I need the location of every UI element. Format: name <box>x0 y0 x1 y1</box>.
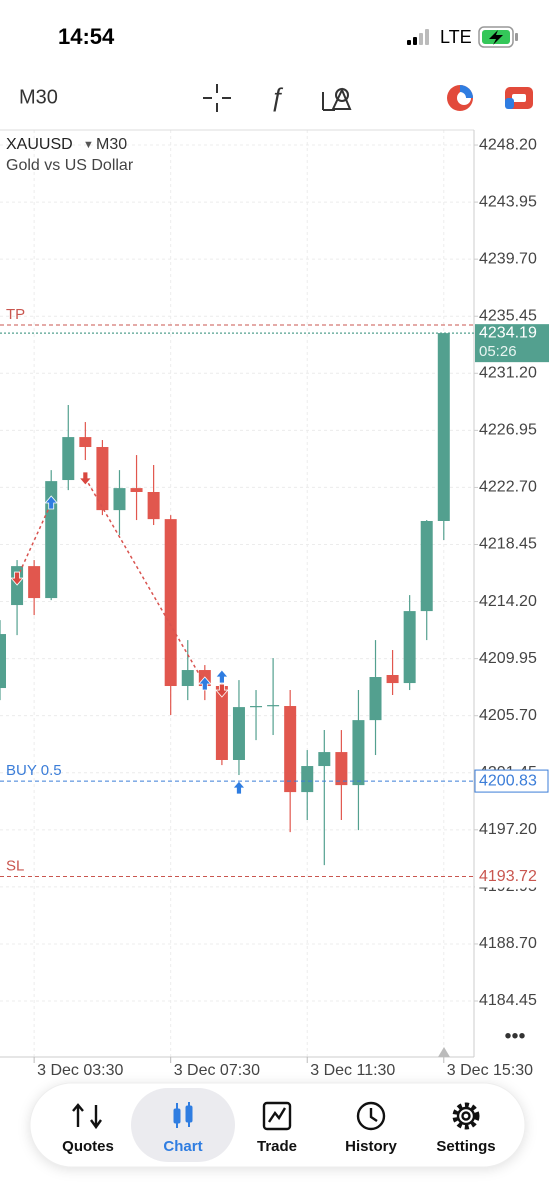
level-label: SL <box>6 858 24 875</box>
y-tick-label: 4222.70 <box>479 479 537 496</box>
bid-price: 4234.19 <box>479 324 537 341</box>
symbol-description: Gold vs US Dollar <box>6 157 134 174</box>
tab-items: Quotes Chart Trade History Settings <box>62 1088 496 1162</box>
tab-icon[interactable] <box>262 1101 292 1131</box>
candle-body <box>0 634 6 689</box>
y-tick-label: 4239.70 <box>479 250 537 267</box>
level-label: BUY 0.5 <box>6 762 62 779</box>
signal-icon <box>407 29 429 45</box>
y-tick-label: 4205.70 <box>479 707 537 724</box>
candle-body <box>352 720 365 786</box>
scroll-end-marker[interactable] <box>438 1047 450 1057</box>
y-tick-label: 4184.45 <box>479 992 537 1009</box>
status-time: 14:54 <box>58 24 115 49</box>
candle-body <box>130 488 143 492</box>
level-price-tag <box>474 769 549 793</box>
bar-countdown: 05:26 <box>479 343 517 360</box>
candle-body <box>250 706 263 708</box>
indicators-button[interactable]: ƒ <box>270 82 284 112</box>
trade-marker <box>232 780 246 795</box>
candle-body <box>232 707 245 760</box>
level-price-tag <box>475 865 548 888</box>
x-tick-label: 3 Dec 07:30 <box>174 1062 260 1079</box>
candle-body <box>335 752 348 786</box>
timeframe-button[interactable]: M30 <box>19 86 58 108</box>
candle-body <box>62 437 75 481</box>
y-tick-label: 4197.20 <box>479 821 537 838</box>
candle-body <box>437 333 450 521</box>
y-tick-label: 4214.20 <box>479 593 537 610</box>
trade-marker <box>78 471 93 486</box>
y-tick-label: 4235.45 <box>479 307 537 324</box>
candle-body <box>96 447 109 511</box>
symbol: XAUUSD <box>6 136 73 153</box>
candle-body <box>113 488 126 511</box>
objects-button[interactable] <box>322 87 352 111</box>
trade-marker <box>197 676 212 691</box>
candle-body <box>420 520 433 612</box>
candle-body <box>369 677 382 721</box>
plot <box>0 333 450 866</box>
candle-body <box>79 437 92 448</box>
tab-icon[interactable] <box>72 1103 102 1130</box>
tab-label[interactable]: Trade <box>257 1138 297 1155</box>
candle-body <box>386 675 399 684</box>
y-tick-label: 4218.45 <box>479 536 537 553</box>
bid-price-tag <box>475 324 549 363</box>
x-tick-label: 3 Dec 15:30 <box>447 1062 533 1079</box>
plot-area <box>0 130 474 1057</box>
level-label: TP <box>6 306 25 323</box>
tab-label[interactable]: Chart <box>163 1138 202 1155</box>
trade-button[interactable] <box>505 87 533 109</box>
trade-marker <box>44 495 59 510</box>
candle-body <box>284 706 297 793</box>
candle-body <box>164 519 177 687</box>
candle-body <box>147 491 160 520</box>
axes: 4248.20 4243.95 4239.70 4235.45 4231.20 4226.… <box>33 136 537 1079</box>
y-tick-label: 4188.70 <box>479 935 537 952</box>
trade-marker <box>10 571 24 586</box>
candle-body <box>403 611 416 684</box>
status-network: LTE <box>440 27 472 47</box>
tab-label[interactable]: Quotes <box>62 1138 114 1155</box>
tab-icon[interactable] <box>452 1102 480 1130</box>
trade-line <box>84 477 206 685</box>
level-price: 4200.83 <box>479 772 537 789</box>
active-tab-highlight <box>131 1088 235 1162</box>
y-tick-label: 4231.20 <box>479 365 537 382</box>
crosshair-button[interactable] <box>203 84 231 112</box>
candle-body <box>301 766 314 793</box>
candle-body <box>318 752 331 767</box>
more-button[interactable]: ••• <box>504 1025 525 1047</box>
candle-body <box>267 705 280 707</box>
tab-label[interactable]: History <box>345 1138 397 1155</box>
tab-icon[interactable] <box>173 1102 193 1128</box>
y-tick-label: 4226.95 <box>479 422 537 439</box>
signals-button[interactable] <box>447 85 473 111</box>
trade-marker <box>215 683 229 698</box>
trade-line <box>16 502 52 579</box>
candle-body <box>215 686 228 760</box>
chart-timeframe: M30 <box>96 136 127 153</box>
x-tick-label: 3 Dec 11:30 <box>310 1062 395 1079</box>
overlay: TP BUY 0.5 4200.83 SL 4193.72 4234.19 05:26 <box>0 306 549 888</box>
symbol-dropdown[interactable]: ▼ <box>83 139 94 151</box>
y-tick-label: 4209.95 <box>479 650 537 667</box>
candle-body <box>181 670 194 687</box>
battery-icon <box>478 26 518 48</box>
tab-label[interactable]: Settings <box>436 1138 495 1155</box>
y-tick-label: 4243.95 <box>479 193 537 210</box>
trade-marker <box>215 669 229 684</box>
x-tick-label: 3 Dec 03:30 <box>37 1062 123 1079</box>
candle-body <box>28 566 41 599</box>
y-tick-label: 4248.20 <box>479 136 537 153</box>
tab-icon[interactable] <box>356 1101 386 1131</box>
level-price: 4193.72 <box>479 868 537 885</box>
